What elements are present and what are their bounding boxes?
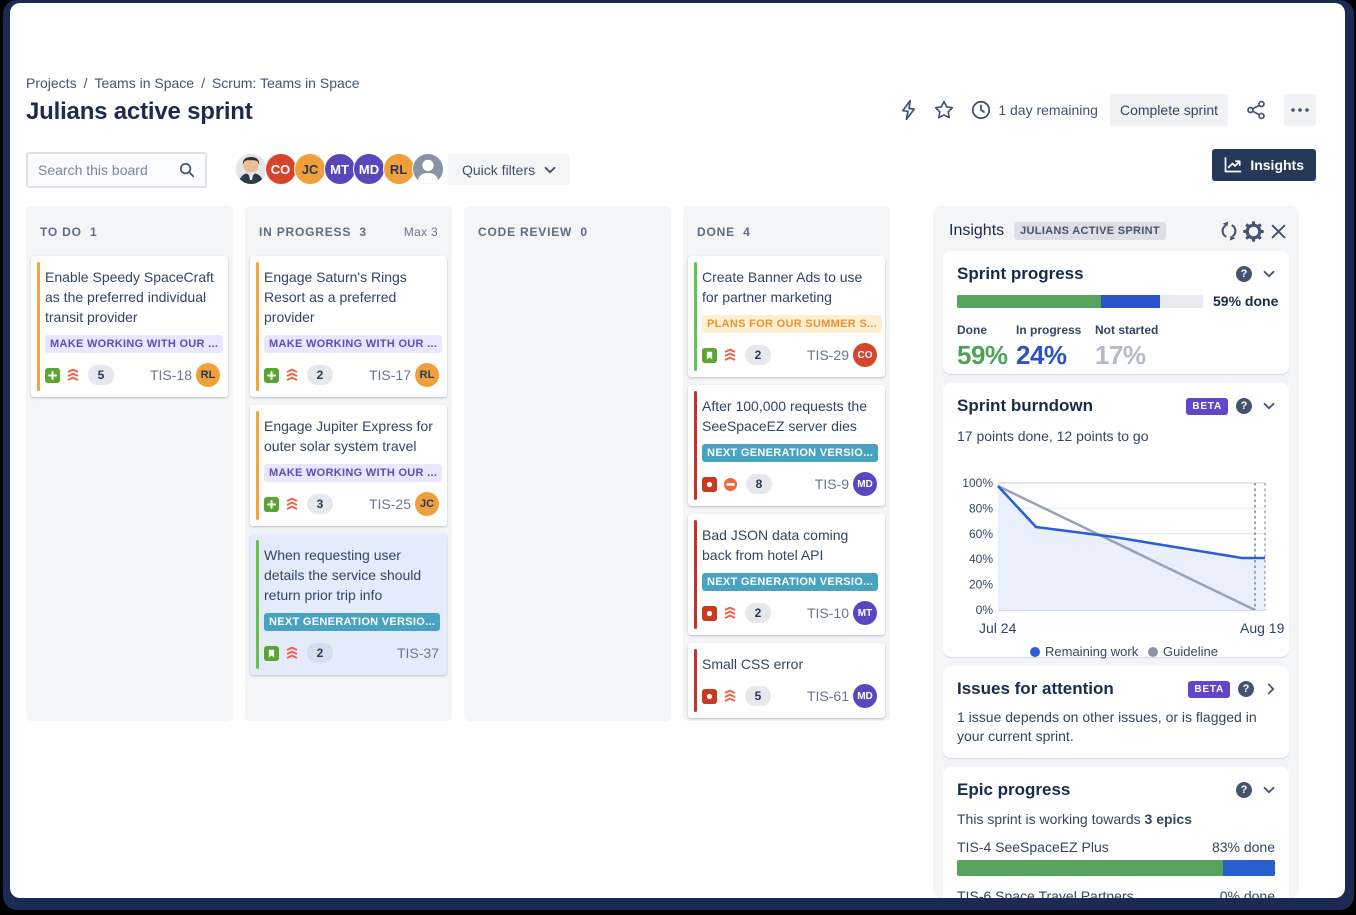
svg-text:Jul 24: Jul 24 — [979, 620, 1017, 636]
svg-text:Guideline: Guideline — [1163, 644, 1218, 659]
svg-text:Remaining work: Remaining work — [1045, 644, 1139, 659]
svg-text:60%: 60% — [969, 527, 993, 541]
svg-text:40%: 40% — [969, 552, 993, 566]
svg-text:80%: 80% — [969, 501, 993, 515]
svg-text:0%: 0% — [976, 603, 994, 617]
svg-text:Aug 19: Aug 19 — [1240, 620, 1285, 636]
svg-text:100%: 100% — [962, 476, 993, 490]
svg-text:20%: 20% — [969, 578, 993, 592]
